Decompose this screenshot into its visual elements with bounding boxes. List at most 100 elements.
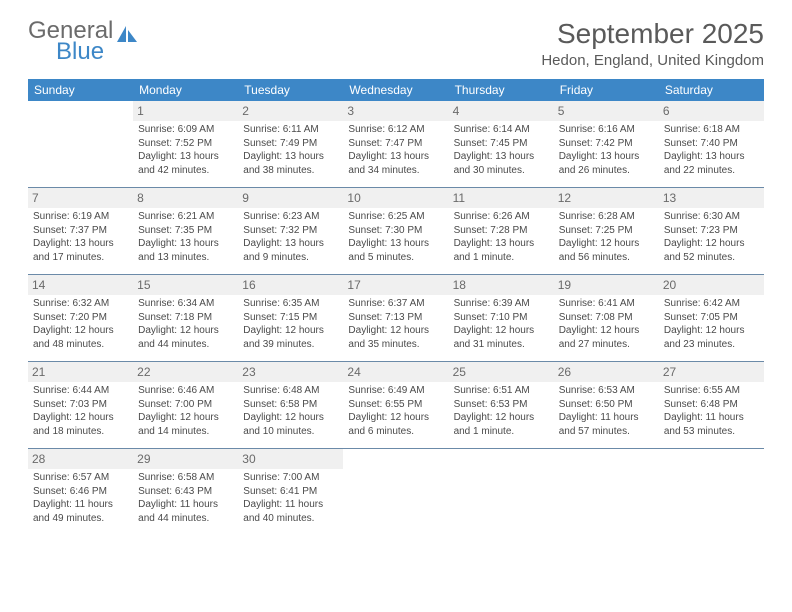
day-cell: 16Sunrise: 6:35 AMSunset: 7:15 PMDayligh… [238, 275, 343, 361]
day-info: Sunrise: 6:44 AMSunset: 7:03 PMDaylight:… [33, 384, 128, 438]
day-info: Sunrise: 6:57 AMSunset: 6:46 PMDaylight:… [33, 471, 128, 525]
day-info: Sunrise: 7:00 AMSunset: 6:41 PMDaylight:… [243, 471, 338, 525]
day-info: Sunrise: 6:49 AMSunset: 6:55 PMDaylight:… [348, 384, 443, 438]
day-cell: 13Sunrise: 6:30 AMSunset: 7:23 PMDayligh… [659, 188, 764, 274]
day-cell: 11Sunrise: 6:26 AMSunset: 7:28 PMDayligh… [449, 188, 554, 274]
day-info: Sunrise: 6:21 AMSunset: 7:35 PMDaylight:… [138, 210, 233, 264]
dow-cell: Saturday [659, 79, 764, 101]
day-cell: 5Sunrise: 6:16 AMSunset: 7:42 PMDaylight… [554, 101, 659, 187]
logo: General Blue [28, 18, 139, 64]
header-row: General Blue September 2025 Hedon, Engla… [28, 18, 764, 69]
day-number: 28 [28, 449, 133, 469]
location: Hedon, England, United Kingdom [541, 52, 764, 69]
day-cell: 2Sunrise: 6:11 AMSunset: 7:49 PMDaylight… [238, 101, 343, 187]
dow-cell: Friday [554, 79, 659, 101]
day-info: Sunrise: 6:55 AMSunset: 6:48 PMDaylight:… [664, 384, 759, 438]
day-cell: 10Sunrise: 6:25 AMSunset: 7:30 PMDayligh… [343, 188, 448, 274]
dow-cell: Sunday [28, 79, 133, 101]
day-cell [659, 449, 764, 535]
day-info: Sunrise: 6:35 AMSunset: 7:15 PMDaylight:… [243, 297, 338, 351]
day-info: Sunrise: 6:11 AMSunset: 7:49 PMDaylight:… [243, 123, 338, 177]
day-info: Sunrise: 6:18 AMSunset: 7:40 PMDaylight:… [664, 123, 759, 177]
day-number: 24 [343, 362, 448, 382]
day-cell [449, 449, 554, 535]
day-number: 12 [554, 188, 659, 208]
week-row: 21Sunrise: 6:44 AMSunset: 7:03 PMDayligh… [28, 361, 764, 448]
day-number: 27 [659, 362, 764, 382]
day-info: Sunrise: 6:23 AMSunset: 7:32 PMDaylight:… [243, 210, 338, 264]
days-of-week-row: SundayMondayTuesdayWednesdayThursdayFrid… [28, 79, 764, 101]
day-cell [343, 449, 448, 535]
day-info: Sunrise: 6:09 AMSunset: 7:52 PMDaylight:… [138, 123, 233, 177]
day-cell [28, 101, 133, 187]
day-number: 10 [343, 188, 448, 208]
day-cell: 30Sunrise: 7:00 AMSunset: 6:41 PMDayligh… [238, 449, 343, 535]
day-cell: 14Sunrise: 6:32 AMSunset: 7:20 PMDayligh… [28, 275, 133, 361]
day-number: 26 [554, 362, 659, 382]
day-info: Sunrise: 6:19 AMSunset: 7:37 PMDaylight:… [33, 210, 128, 264]
day-number: 23 [238, 362, 343, 382]
week-row: 7Sunrise: 6:19 AMSunset: 7:37 PMDaylight… [28, 187, 764, 274]
day-info: Sunrise: 6:25 AMSunset: 7:30 PMDaylight:… [348, 210, 443, 264]
day-number: 21 [28, 362, 133, 382]
day-info: Sunrise: 6:32 AMSunset: 7:20 PMDaylight:… [33, 297, 128, 351]
day-number: 3 [343, 101, 448, 121]
calendar: SundayMondayTuesdayWednesdayThursdayFrid… [28, 79, 764, 535]
dow-cell: Thursday [449, 79, 554, 101]
day-number: 8 [133, 188, 238, 208]
day-number: 22 [133, 362, 238, 382]
day-info: Sunrise: 6:28 AMSunset: 7:25 PMDaylight:… [559, 210, 654, 264]
day-cell: 3Sunrise: 6:12 AMSunset: 7:47 PMDaylight… [343, 101, 448, 187]
day-cell: 6Sunrise: 6:18 AMSunset: 7:40 PMDaylight… [659, 101, 764, 187]
day-number: 18 [449, 275, 554, 295]
day-cell: 1Sunrise: 6:09 AMSunset: 7:52 PMDaylight… [133, 101, 238, 187]
sails-icon [117, 24, 139, 49]
day-cell: 20Sunrise: 6:42 AMSunset: 7:05 PMDayligh… [659, 275, 764, 361]
day-cell: 28Sunrise: 6:57 AMSunset: 6:46 PMDayligh… [28, 449, 133, 535]
day-info: Sunrise: 6:12 AMSunset: 7:47 PMDaylight:… [348, 123, 443, 177]
dow-cell: Monday [133, 79, 238, 101]
day-cell: 18Sunrise: 6:39 AMSunset: 7:10 PMDayligh… [449, 275, 554, 361]
day-cell: 8Sunrise: 6:21 AMSunset: 7:35 PMDaylight… [133, 188, 238, 274]
dow-cell: Wednesday [343, 79, 448, 101]
day-cell: 12Sunrise: 6:28 AMSunset: 7:25 PMDayligh… [554, 188, 659, 274]
day-number: 13 [659, 188, 764, 208]
day-info: Sunrise: 6:34 AMSunset: 7:18 PMDaylight:… [138, 297, 233, 351]
day-number: 17 [343, 275, 448, 295]
day-cell: 29Sunrise: 6:58 AMSunset: 6:43 PMDayligh… [133, 449, 238, 535]
day-cell: 24Sunrise: 6:49 AMSunset: 6:55 PMDayligh… [343, 362, 448, 448]
day-number: 14 [28, 275, 133, 295]
day-cell: 19Sunrise: 6:41 AMSunset: 7:08 PMDayligh… [554, 275, 659, 361]
day-info: Sunrise: 6:48 AMSunset: 6:58 PMDaylight:… [243, 384, 338, 438]
day-number: 9 [238, 188, 343, 208]
logo-blue: Blue [56, 39, 113, 64]
day-cell: 22Sunrise: 6:46 AMSunset: 7:00 PMDayligh… [133, 362, 238, 448]
day-cell: 25Sunrise: 6:51 AMSunset: 6:53 PMDayligh… [449, 362, 554, 448]
day-info: Sunrise: 6:51 AMSunset: 6:53 PMDaylight:… [454, 384, 549, 438]
day-number: 6 [659, 101, 764, 121]
day-number: 16 [238, 275, 343, 295]
day-info: Sunrise: 6:39 AMSunset: 7:10 PMDaylight:… [454, 297, 549, 351]
day-info: Sunrise: 6:41 AMSunset: 7:08 PMDaylight:… [559, 297, 654, 351]
day-cell: 17Sunrise: 6:37 AMSunset: 7:13 PMDayligh… [343, 275, 448, 361]
day-number: 15 [133, 275, 238, 295]
day-number: 25 [449, 362, 554, 382]
day-number: 29 [133, 449, 238, 469]
day-cell: 4Sunrise: 6:14 AMSunset: 7:45 PMDaylight… [449, 101, 554, 187]
day-number: 30 [238, 449, 343, 469]
day-number: 5 [554, 101, 659, 121]
day-number: 7 [28, 188, 133, 208]
day-info: Sunrise: 6:26 AMSunset: 7:28 PMDaylight:… [454, 210, 549, 264]
day-info: Sunrise: 6:37 AMSunset: 7:13 PMDaylight:… [348, 297, 443, 351]
day-cell: 27Sunrise: 6:55 AMSunset: 6:48 PMDayligh… [659, 362, 764, 448]
day-info: Sunrise: 6:14 AMSunset: 7:45 PMDaylight:… [454, 123, 549, 177]
day-cell: 9Sunrise: 6:23 AMSunset: 7:32 PMDaylight… [238, 188, 343, 274]
month-title: September 2025 [541, 18, 764, 50]
day-number: 19 [554, 275, 659, 295]
day-info: Sunrise: 6:16 AMSunset: 7:42 PMDaylight:… [559, 123, 654, 177]
day-info: Sunrise: 6:46 AMSunset: 7:00 PMDaylight:… [138, 384, 233, 438]
day-info: Sunrise: 6:58 AMSunset: 6:43 PMDaylight:… [138, 471, 233, 525]
day-cell: 23Sunrise: 6:48 AMSunset: 6:58 PMDayligh… [238, 362, 343, 448]
day-cell: 26Sunrise: 6:53 AMSunset: 6:50 PMDayligh… [554, 362, 659, 448]
week-row: 28Sunrise: 6:57 AMSunset: 6:46 PMDayligh… [28, 448, 764, 535]
